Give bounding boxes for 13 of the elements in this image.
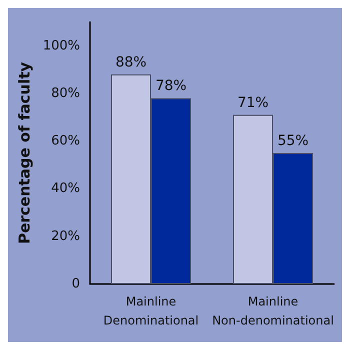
data-label: 71% bbox=[237, 94, 269, 111]
x-tick-label: Mainline Non-denominational bbox=[212, 294, 334, 328]
y-axis-title: Percentage of faculty bbox=[15, 62, 34, 244]
x-tick-label: Mainline Denominational bbox=[103, 294, 199, 328]
data-label: 78% bbox=[155, 78, 187, 94]
y-tick-label: 0 bbox=[72, 276, 80, 292]
y-tick-label: 20% bbox=[51, 228, 80, 244]
y-tick-label: 40% bbox=[51, 181, 80, 196]
y-tick-label: 60% bbox=[51, 134, 80, 149]
data-label: 88% bbox=[115, 54, 147, 70]
y-tick-label: 80% bbox=[51, 86, 80, 101]
data-label: 55% bbox=[277, 133, 309, 149]
y-tick-label: 100% bbox=[42, 38, 80, 54]
